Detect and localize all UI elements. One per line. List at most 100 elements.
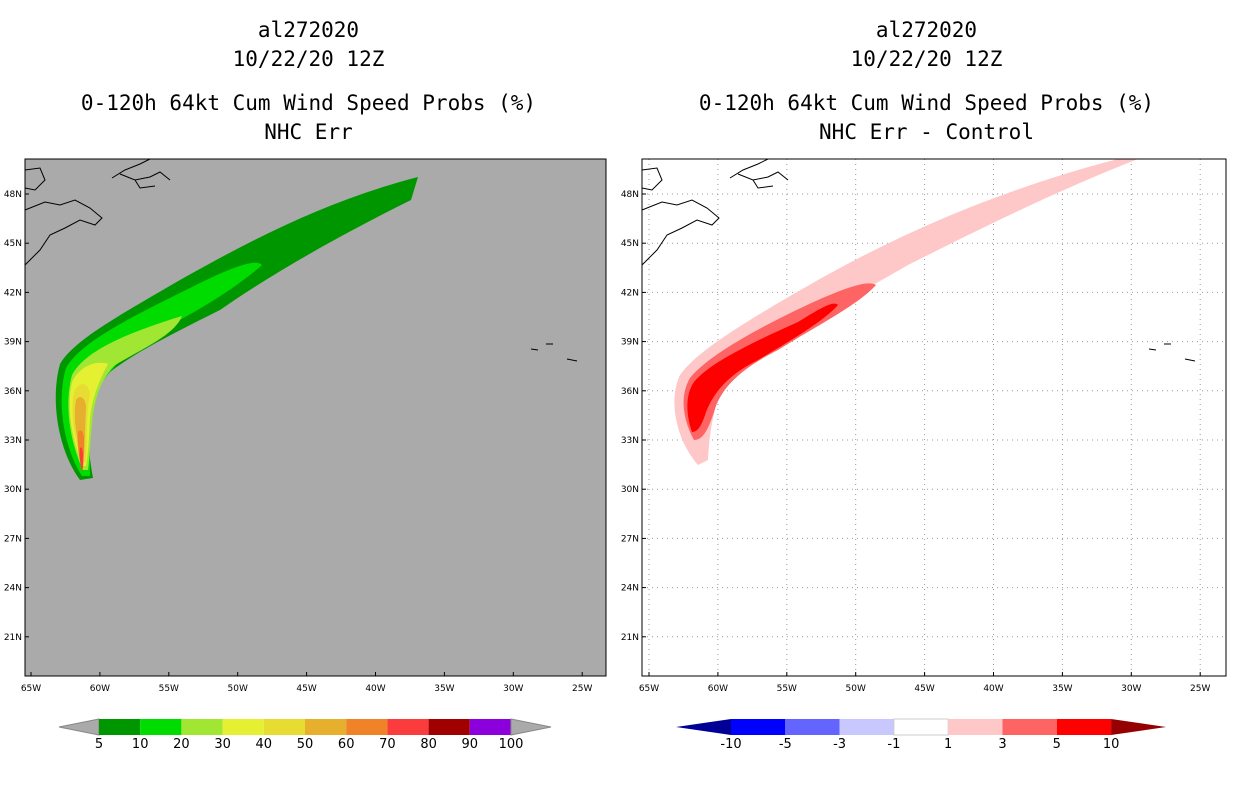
lon-label: 65W [639,684,659,694]
diff-contour-1 [674,159,1138,465]
lat-label: 21N [4,633,22,643]
lon-label: 60W [708,684,728,694]
lon-label: 30W [1121,684,1141,694]
colorbar-high-arrow [510,718,552,736]
lat-label: 36N [4,387,22,397]
left-subtitle: NHC Err [264,120,353,144]
coastline-maritimes [24,167,46,191]
colorbar-box [1002,719,1057,735]
colorbar-label: 20 [173,737,190,752]
colorbar-box [469,719,511,735]
colorbar-box [948,719,1003,735]
colorbar-label: 5 [95,737,103,752]
colorbar-label: -3 [833,737,846,752]
right-map: 48N 45N 42N 39N 36N 33N 30N 27N 24N 21N 65W 60W 55W… [621,158,1227,694]
colorbar-label: -10 [720,737,741,752]
lat-label: 24N [621,584,639,594]
left-colorbar-labels: 5 10 20 30 40 50 60 70 80 90 100 [95,737,524,752]
lat-label: 36N [621,387,639,397]
contour-20 [68,316,182,470]
coastline-azores [1148,343,1196,362]
lat-label: 24N [4,584,22,594]
lon-label: 25W [1190,684,1210,694]
colorbar-label: 70 [379,737,396,752]
right-date: 10/22/20 12Z [850,47,1003,71]
lon-label: 40W [983,684,1003,694]
left-map-frame [24,158,607,677]
left-probability-contours [55,177,419,480]
lon-label: 25W [572,684,592,694]
lat-label: 33N [4,436,22,446]
coastline-newfoundland [111,158,171,189]
colorbar-box [428,719,470,735]
colorbar-label: -1 [887,737,900,752]
colorbar-box [785,719,840,735]
lat-label: 39N [621,338,639,348]
left-lon-labels: 65W 60W 55W 50W 45W 40W 35W 30W 25W [21,672,592,694]
coastline-maritimes [641,167,663,191]
left-colorbar: 5 10 20 30 40 50 60 70 80 90 100 [58,718,552,752]
lon-label: 45W [914,684,934,694]
lon-label: 35W [434,684,454,694]
colorbar-label: 5 [1053,737,1061,752]
right-gridlines [642,159,1226,676]
left-lat-labels: 48N 45N 42N 39N 36N 33N 30N 27N 24N 21N [4,190,29,643]
lat-label: 27N [4,534,22,544]
lat-label: 33N [621,436,639,446]
colorbar-box [893,718,949,736]
lon-label: 50W [228,684,248,694]
colorbar-label: 90 [462,737,479,752]
lat-label: 30N [4,485,22,495]
lat-label: 42N [4,288,22,298]
diff-contour-5 [687,303,838,432]
left-coastlines [24,158,578,362]
left-date: 10/22/20 12Z [232,47,385,71]
colorbar-box [731,719,786,735]
colorbar-label: 10 [132,737,149,752]
right-colorbar-boxes [676,718,1167,736]
colorbar-high-arrow [1111,719,1167,735]
lat-label: 30N [621,485,639,495]
right-coastlines [641,158,1196,362]
lon-label: 65W [21,684,41,694]
lat-label: 42N [621,288,639,298]
colorbar-box [387,719,429,735]
lat-label: 48N [4,190,22,200]
colorbar-label: 3 [998,737,1006,752]
colorbar-low-arrow [676,719,731,735]
colorbar-label: 30 [214,737,231,752]
right-difference-contours [674,159,1138,465]
colorbar-label: -5 [779,737,792,752]
right-lon-labels: 65W 60W 55W 50W 45W 40W 35W 30W 25W [639,672,1210,694]
lon-label: 45W [296,684,316,694]
colorbar-label: 50 [297,737,314,752]
coastline-nova-scotia [24,199,103,266]
colorbar-low-arrow [58,718,100,736]
lon-label: 30W [503,684,523,694]
colorbar-box [346,719,388,735]
lon-label: 55W [159,684,179,694]
lat-label: 45N [621,239,639,249]
lon-label: 50W [846,684,866,694]
colorbar-box [305,719,347,735]
contour-70 [79,447,83,472]
lon-label: 60W [90,684,110,694]
lat-label: 27N [621,534,639,544]
left-map: 48N 45N 42N 39N 36N 33N 30N 27N 24N 21N 65W 60W 55W… [4,158,607,694]
right-colorbar: -10 -5 -3 -1 1 3 5 10 [676,718,1167,752]
right-title: 0-120h 64kt Cum Wind Speed Probs (%) [698,91,1155,115]
colorbar-box [839,719,894,735]
coastline-nova-scotia [641,199,720,266]
colorbar-label: 1 [944,737,952,752]
lon-label: 55W [777,684,797,694]
colorbar-box [181,719,223,735]
right-lat-labels: 48N 45N 42N 39N 36N 33N 30N 27N 24N 21N [621,190,646,643]
lon-label: 35W [1052,684,1072,694]
left-title: 0-120h 64kt Cum Wind Speed Probs (%) [80,91,537,115]
colorbar-label: 10 [1103,737,1120,752]
lat-label: 48N [621,190,639,200]
coastline-newfoundland [729,158,789,189]
colorbar-label: 100 [499,737,524,752]
right-colorbar-labels: -10 -5 -3 -1 1 3 5 10 [720,737,1119,752]
right-map-frame [641,158,1227,677]
